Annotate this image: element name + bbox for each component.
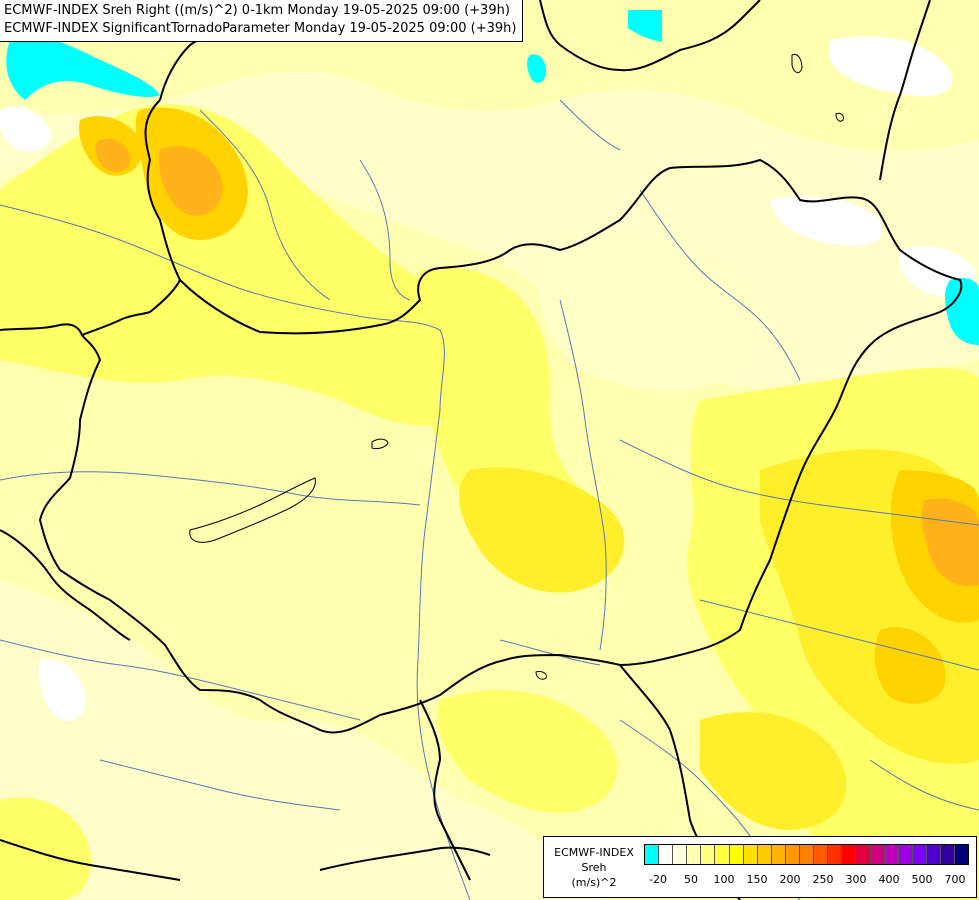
legend-swatch: [715, 845, 730, 864]
legend-swatch: [800, 845, 815, 864]
legend-tick-label: 250: [812, 873, 834, 886]
legend-tick-label: 400: [878, 873, 900, 886]
legend-swatch: [785, 845, 801, 864]
legend-swatch: [842, 845, 857, 864]
legend-swatch: [955, 845, 969, 864]
legend-swatch: [659, 845, 674, 864]
legend-swatch: [645, 845, 660, 864]
rivers: [0, 99, 979, 900]
legend-swatch: [729, 845, 744, 864]
legend-swatch: [757, 845, 772, 864]
legend-swatch: [673, 845, 688, 864]
legend-source: ECMWF-INDEX: [554, 846, 634, 859]
legend-parameter: Sreh: [581, 861, 607, 874]
legend-tick-labels: -20 50 100 150 200 250 300 400 500 700: [644, 873, 969, 887]
legend-swatch: [856, 845, 871, 864]
legend-unit: (m/s)^2: [571, 876, 617, 889]
legend-tick-label: -20: [649, 873, 667, 886]
legend-swatch: [898, 845, 913, 864]
legend-swatch: [912, 845, 927, 864]
legend-title: ECMWF-INDEX Sreh (m/s)^2: [546, 845, 642, 890]
legend-swatch: [687, 845, 702, 864]
legend-swatch: [814, 845, 829, 864]
lakes: [189, 53, 844, 680]
legend-swatch: [870, 845, 885, 864]
legend-tick-label: 200: [779, 873, 801, 886]
map-title-box: ECMWF-INDEX Sreh Right ((m/s)^2) 0-1km M…: [0, 0, 524, 42]
legend-swatch: [828, 845, 843, 864]
legend-tick-label: 150: [746, 873, 768, 886]
title-line-1: ECMWF-INDEX Sreh Right ((m/s)^2) 0-1km M…: [4, 3, 510, 18]
legend-swatch: [940, 845, 956, 864]
legend-swatch: [771, 845, 786, 864]
legend-tick-label: 100: [713, 873, 735, 886]
title-line-2: ECMWF-INDEX SignificantTornadoParameter …: [4, 21, 517, 36]
legend-tick-label: 700: [944, 873, 966, 886]
legend-colorbar: [644, 844, 969, 865]
legend-swatch: [743, 845, 758, 864]
legend-tick-label: 500: [911, 873, 933, 886]
legend-swatch: [701, 845, 716, 864]
legend-swatch: [926, 845, 941, 864]
legend-swatch: [884, 845, 899, 864]
legend-tick-label: 50: [684, 873, 698, 886]
legend-tick-label: 300: [845, 873, 867, 886]
color-legend: ECMWF-INDEX Sreh (m/s)^2 -20 50 100 150 200 2…: [543, 836, 977, 898]
